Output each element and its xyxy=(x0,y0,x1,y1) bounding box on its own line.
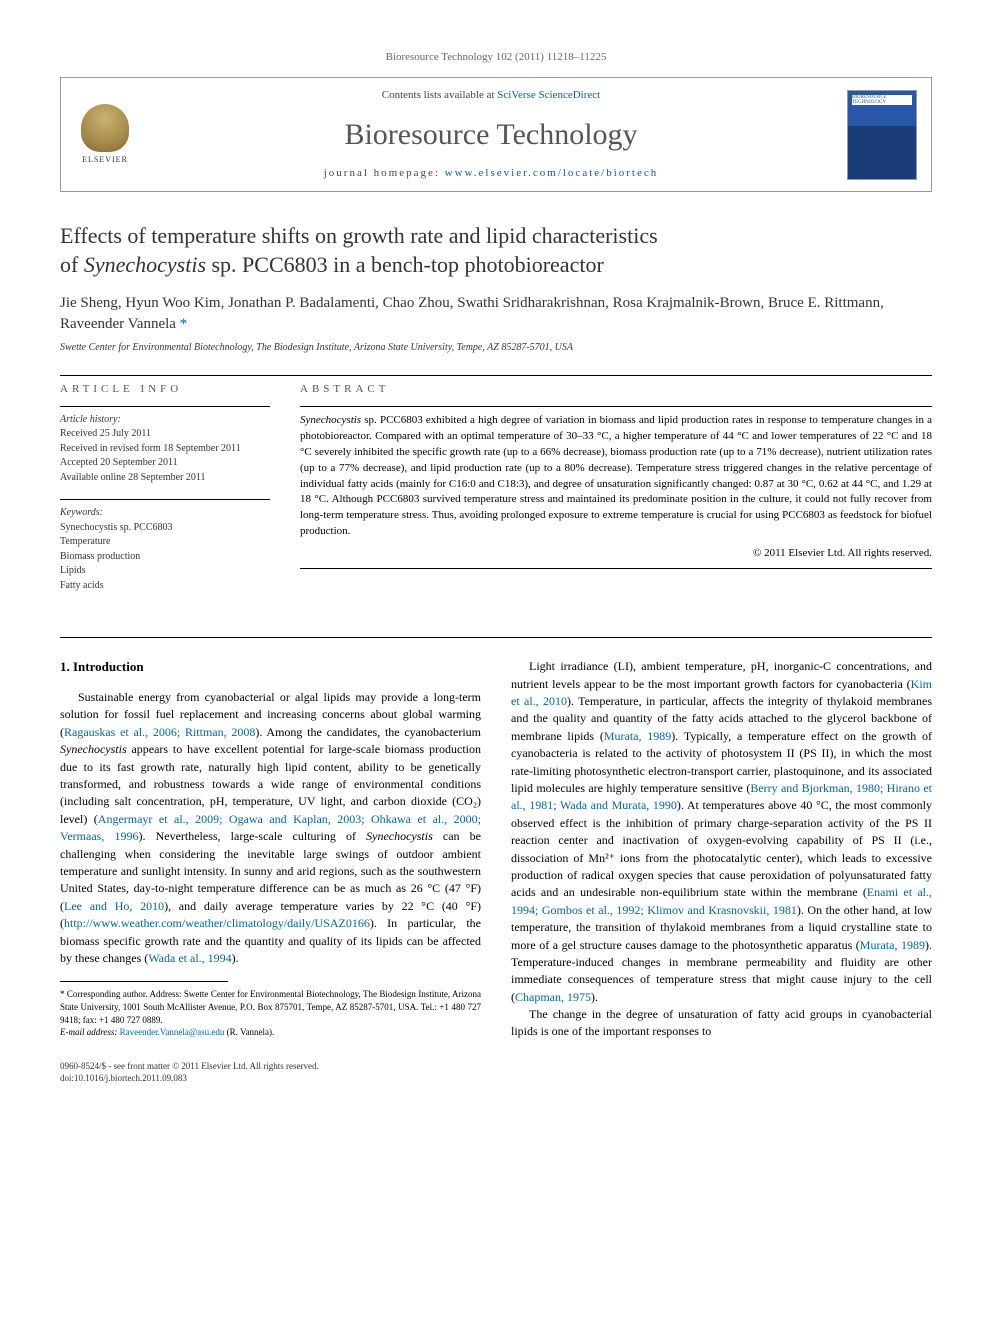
homepage-link[interactable]: www.elsevier.com/locate/biortech xyxy=(445,167,659,179)
bottom-meta: 0960-8524/$ - see front matter © 2011 El… xyxy=(60,1061,932,1084)
keyword-4: Fatty acids xyxy=(60,580,104,591)
history-2: Accepted 20 September 2011 xyxy=(60,457,178,468)
p1b: ). Among the candidates, the cyanobacter… xyxy=(255,725,481,739)
rp1a: Light irradiance (LI), ambient temperatu… xyxy=(511,659,932,690)
p1sp: Synechocystis xyxy=(60,742,127,756)
title-line2-post: sp. PCC6803 in a bench-top photobioreact… xyxy=(206,252,604,277)
authors: Jie Sheng, Hyun Woo Kim, Jonathan P. Bad… xyxy=(60,293,932,335)
article-info-heading: ARTICLE INFO xyxy=(60,382,270,397)
abstract-species: Synechocystis xyxy=(300,414,361,426)
intro-heading: 1. Introduction xyxy=(60,658,481,677)
cite-lee[interactable]: Lee and Ho, 2010 xyxy=(64,899,164,913)
keywords: Keywords: Synechocystis sp. PCC6803 Temp… xyxy=(60,506,270,593)
title-line2-pre: of xyxy=(60,252,84,277)
history-0: Received 25 July 2011 xyxy=(60,428,151,439)
rule-top xyxy=(60,375,932,376)
email-suffix: (R. Vannela). xyxy=(224,1027,274,1037)
keyword-1: Temperature xyxy=(60,536,110,547)
article-history: Article history: Received 25 July 2011 R… xyxy=(60,413,270,486)
p1h: ). xyxy=(232,951,239,965)
history-3: Available online 28 September 2011 xyxy=(60,472,206,483)
cite-weather-url[interactable]: http://www.weather.com/weather/climatolo… xyxy=(64,916,370,930)
journal-header-box: ELSEVIER Contents lists available at Sci… xyxy=(60,77,932,192)
homepage-prefix: journal homepage: xyxy=(324,167,445,179)
cover-thumb-title: BIORESOURCE TECHNOLOGY xyxy=(852,95,912,105)
cite-chapman[interactable]: Chapman, 1975 xyxy=(515,990,591,1004)
footnote-rule xyxy=(60,981,228,982)
info-rule-1 xyxy=(60,406,270,407)
sciencedirect-link[interactable]: SciVerse ScienceDirect xyxy=(497,89,600,101)
abstract-rule-1 xyxy=(300,406,932,407)
keyword-3: Lipids xyxy=(60,565,86,576)
cite-murata2[interactable]: Murata, 1989 xyxy=(860,938,925,952)
abstract-body: sp. PCC6803 exhibited a high degree of v… xyxy=(300,414,932,538)
homepage-line: journal homepage: www.elsevier.com/locat… xyxy=(135,166,847,181)
info-rule-2 xyxy=(60,499,270,500)
contents-prefix: Contents lists available at xyxy=(382,89,497,101)
rp1g: ). xyxy=(591,990,598,1004)
abstract-heading: ABSTRACT xyxy=(300,382,932,397)
elsevier-tree-icon xyxy=(81,104,129,152)
body-column-left: 1. Introduction Sustainable energy from … xyxy=(60,658,481,1041)
contents-line: Contents lists available at SciVerse Sci… xyxy=(135,88,847,103)
header-citation: Bioresource Technology 102 (2011) 11218–… xyxy=(60,50,932,65)
corresponding-footnote: * Corresponding author. Address: Swette … xyxy=(60,988,481,1038)
abstract-copyright: © 2011 Elsevier Ltd. All rights reserved… xyxy=(300,546,932,561)
title-line1: Effects of temperature shifts on growth … xyxy=(60,223,658,248)
right-paragraph-2: The change in the degree of unsaturation… xyxy=(511,1006,932,1041)
elsevier-logo: ELSEVIER xyxy=(75,100,135,170)
cite-ragauskas[interactable]: Ragauskas et al., 2006; Rittman, 2008 xyxy=(64,725,255,739)
journal-cover-thumbnail: BIORESOURCE TECHNOLOGY xyxy=(847,90,917,180)
cite-wada[interactable]: Wada et al., 1994 xyxy=(148,951,231,965)
keyword-0: Synechocystis sp. PCC6803 xyxy=(60,522,173,533)
article-title: Effects of temperature shifts on growth … xyxy=(60,222,932,279)
cite-murata1[interactable]: Murata, 1989 xyxy=(604,729,671,743)
p1sp2: Synechocystis xyxy=(366,829,433,843)
footnote-corr: * Corresponding author. Address: Swette … xyxy=(60,988,481,1026)
doi: doi:10.1016/j.biortech.2011.09.083 xyxy=(60,1073,932,1085)
email-label: E-mail address: xyxy=(60,1027,120,1037)
keyword-2: Biomass production xyxy=(60,551,140,562)
affiliation: Swette Center for Environmental Biotechn… xyxy=(60,341,932,355)
elsevier-label: ELSEVIER xyxy=(82,154,128,165)
journal-title: Bioresource Technology xyxy=(135,114,847,156)
front-matter: 0960-8524/$ - see front matter © 2011 El… xyxy=(60,1061,932,1073)
abstract-text: Synechocystis sp. PCC6803 exhibited a hi… xyxy=(300,413,932,541)
title-species: Synechocystis xyxy=(84,252,206,277)
abstract-rule-2 xyxy=(300,568,932,569)
history-1: Received in revised form 18 September 20… xyxy=(60,443,241,454)
p1d: ). Nevertheless, large-scale culturing o… xyxy=(138,829,366,843)
email-link[interactable]: Raveender.Vannela@asu.edu xyxy=(120,1027,225,1037)
right-paragraph-1: Light irradiance (LI), ambient temperatu… xyxy=(511,658,932,1006)
history-label: Article history: xyxy=(60,414,121,425)
rule-mid xyxy=(60,637,932,638)
keywords-label: Keywords: xyxy=(60,507,103,518)
intro-paragraph-1: Sustainable energy from cyanobacterial o… xyxy=(60,689,481,967)
corresponding-mark: * xyxy=(180,316,188,332)
body-column-right: Light irradiance (LI), ambient temperatu… xyxy=(511,658,932,1041)
